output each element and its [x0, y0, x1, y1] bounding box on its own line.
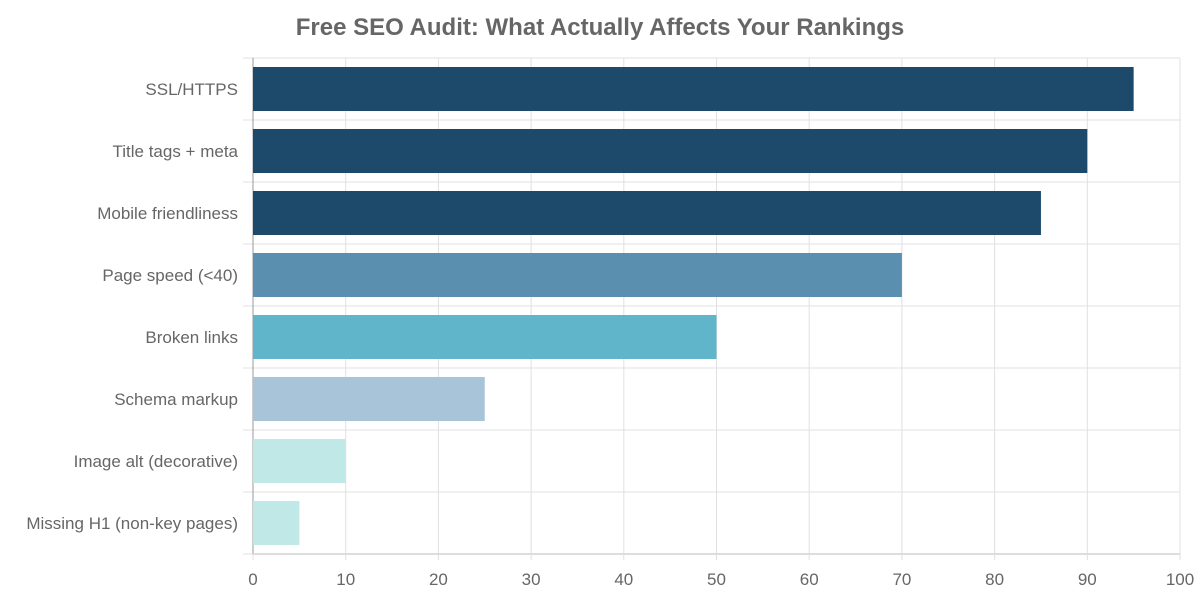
- category-label: SSL/HTTPS: [145, 80, 238, 99]
- bar-missing-h1-non-key-pages: [253, 501, 300, 545]
- x-tick-label: 70: [892, 570, 911, 589]
- bar-broken-links: [253, 315, 717, 359]
- x-tick-label: 0: [248, 570, 257, 589]
- x-tick-label: 40: [614, 570, 633, 589]
- category-label: Schema markup: [114, 390, 238, 409]
- category-label: Mobile friendliness: [97, 204, 238, 223]
- bar-schema-markup: [253, 377, 485, 421]
- chart-title: Free SEO Audit: What Actually Affects Yo…: [295, 14, 905, 41]
- x-tick-label: 100: [1166, 570, 1194, 589]
- category-label: Title tags + meta: [112, 142, 238, 161]
- x-tick-label: 30: [522, 570, 541, 589]
- x-tick-label: 20: [429, 570, 448, 589]
- category-label: Image alt (decorative): [74, 452, 238, 471]
- bar-image-alt-decorative: [253, 439, 346, 483]
- category-label: Page speed (<40): [102, 266, 238, 285]
- category-label: Missing H1 (non-key pages): [26, 514, 238, 533]
- bar-ssl-https: [253, 67, 1134, 111]
- x-tick-label: 80: [985, 570, 1004, 589]
- bar-title-tags-meta: [253, 129, 1088, 173]
- x-tick-label: 10: [336, 570, 355, 589]
- x-tick-label: 90: [1078, 570, 1097, 589]
- x-tick-label: 50: [707, 570, 726, 589]
- x-tick-label: 60: [800, 570, 819, 589]
- bar-page-speed-40: [253, 253, 902, 297]
- category-label: Broken links: [145, 328, 238, 347]
- bar-mobile-friendliness: [253, 191, 1041, 235]
